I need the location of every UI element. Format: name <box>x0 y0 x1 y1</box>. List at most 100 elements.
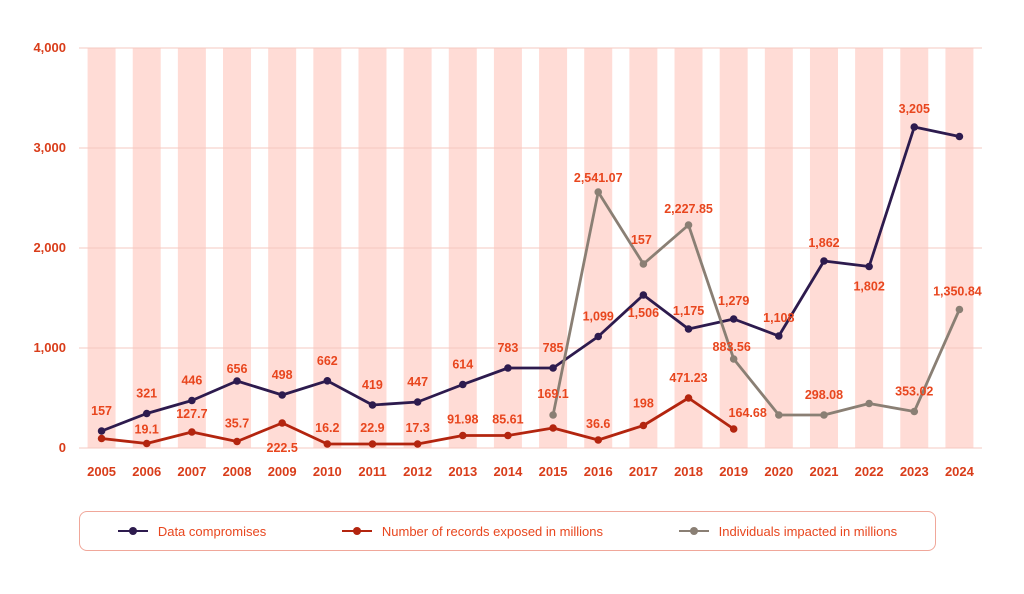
data-point[interactable] <box>684 325 693 333</box>
data-label: 1,099 <box>583 310 614 324</box>
data-point[interactable] <box>142 439 151 448</box>
data-point[interactable] <box>97 427 106 435</box>
legend-item-individuals-impacted[interactable]: Individuals impacted in millions <box>678 524 897 539</box>
data-label: 157 <box>631 233 652 247</box>
legend-item-data-compromises[interactable]: Data compromises <box>117 523 267 539</box>
y-axis-ticks: 0 1,000 2,000 3,000 4,000 <box>33 40 66 455</box>
data-point[interactable] <box>188 428 196 436</box>
x-tick-label: 2018 <box>674 464 703 479</box>
data-point[interactable] <box>639 291 648 299</box>
data-point[interactable] <box>594 188 603 196</box>
data-label: 883.56 <box>713 340 751 354</box>
legend-label: Data compromises <box>157 523 267 539</box>
data-label: 91.98 <box>447 413 478 427</box>
series-line <box>551 190 961 417</box>
data-label: 662 <box>317 354 338 368</box>
data-point[interactable] <box>594 332 603 341</box>
x-tick-label: 2022 <box>855 464 884 479</box>
gridlines <box>79 47 982 449</box>
data-point[interactable] <box>549 364 557 372</box>
data-point[interactable] <box>639 421 648 430</box>
data-label: 614 <box>452 358 473 372</box>
data-point[interactable] <box>729 355 738 363</box>
data-label: 1,108 <box>763 311 794 325</box>
legend-swatch-records-exposed-icon <box>341 525 372 537</box>
data-label: 353.02 <box>895 385 933 399</box>
data-point[interactable] <box>504 364 512 372</box>
x-tick-label: 2008 <box>223 464 252 479</box>
series-1 <box>97 394 738 448</box>
x-tick-label: 2006 <box>132 464 161 479</box>
data-point[interactable] <box>820 411 828 419</box>
data-label: 446 <box>181 374 202 388</box>
data-label: 321 <box>136 387 157 401</box>
x-tick-label: 2023 <box>900 464 929 479</box>
data-label: 16.2 <box>315 421 339 435</box>
data-point[interactable] <box>233 437 241 446</box>
legend-label: Number of records exposed in millions <box>381 523 603 539</box>
data-point[interactable] <box>729 425 738 433</box>
data-point[interactable] <box>188 396 196 405</box>
data-point[interactable] <box>910 407 919 416</box>
data-label: 785 <box>543 341 564 355</box>
data-point[interactable] <box>97 434 106 443</box>
x-tick-label: 2012 <box>403 464 432 479</box>
data-point[interactable] <box>323 440 332 448</box>
data-point[interactable] <box>278 419 286 427</box>
x-tick-label: 2016 <box>584 464 613 479</box>
data-point[interactable] <box>458 380 467 389</box>
x-tick-label: 2014 <box>493 464 523 479</box>
data-label: 157 <box>91 404 112 418</box>
data-label: 198 <box>633 397 654 411</box>
data-point[interactable] <box>142 409 151 418</box>
x-tick-label: 2013 <box>448 464 477 479</box>
x-tick-label: 2005 <box>87 464 116 479</box>
data-point[interactable] <box>775 411 783 419</box>
data-label: 2,541.07 <box>574 171 623 185</box>
data-point[interactable] <box>865 399 873 408</box>
y-tick-label: 2,000 <box>33 240 66 255</box>
data-point[interactable] <box>820 257 828 265</box>
data-point[interactable] <box>413 398 422 406</box>
data-label: 127.7 <box>176 407 207 421</box>
data-label: 35.7 <box>225 417 249 431</box>
data-point[interactable] <box>955 132 964 141</box>
data-label: 498 <box>272 368 293 382</box>
x-tick-label: 2011 <box>358 464 386 479</box>
data-point[interactable] <box>865 262 873 271</box>
data-point[interactable] <box>368 401 377 409</box>
data-point[interactable] <box>323 377 332 385</box>
data-label: 783 <box>497 341 518 355</box>
data-point[interactable] <box>458 431 467 440</box>
data-labels: 157 321 446 656 498 662 419 447 614 783 785 1,099 1,… <box>91 102 982 455</box>
data-point[interactable] <box>549 411 557 419</box>
data-point[interactable] <box>549 424 557 432</box>
data-point[interactable] <box>504 431 512 440</box>
data-point[interactable] <box>278 391 286 399</box>
data-point[interactable] <box>910 123 919 131</box>
x-axis-ticks: 2005 2006 2007 2008 2009 2010 2011 2012 2013 2014… <box>87 464 975 479</box>
data-point[interactable] <box>775 332 783 340</box>
data-label: 1,862 <box>808 236 839 250</box>
x-tick-label: 2020 <box>764 464 793 479</box>
data-point[interactable] <box>368 440 377 448</box>
data-label: 471.23 <box>669 371 707 385</box>
data-point[interactable] <box>684 394 693 402</box>
data-point[interactable] <box>684 221 693 229</box>
x-tick-label: 2007 <box>177 464 206 479</box>
data-label: 1,175 <box>673 304 704 318</box>
data-label: 298.08 <box>805 388 843 402</box>
legend: Data compromises Number of records expos… <box>79 511 936 551</box>
x-tick-label: 2009 <box>268 464 297 479</box>
data-point[interactable] <box>639 260 648 268</box>
legend-swatch-data-compromises-icon <box>117 525 148 537</box>
legend-item-records-exposed[interactable]: Number of records exposed in millions <box>341 523 603 539</box>
data-label: 447 <box>407 375 428 389</box>
data-point[interactable] <box>729 315 738 323</box>
data-point[interactable] <box>233 377 241 385</box>
data-label: 85.61 <box>492 413 523 427</box>
data-point[interactable] <box>413 440 422 448</box>
data-point[interactable] <box>594 436 603 444</box>
data-label: 17.3 <box>405 421 429 435</box>
data-point[interactable] <box>955 305 964 314</box>
